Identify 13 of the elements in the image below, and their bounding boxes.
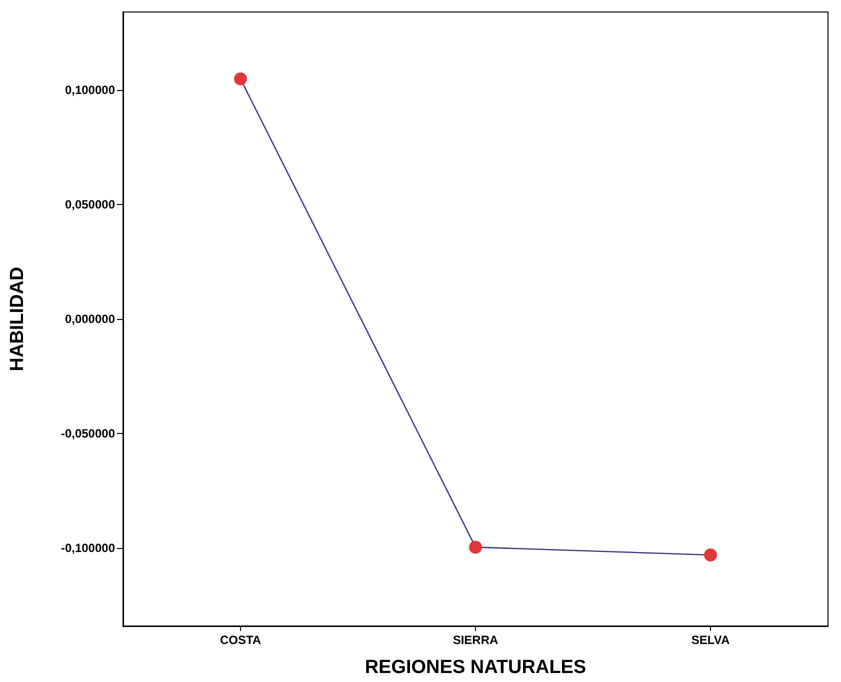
y-tick-label: 0,050000 [64,197,116,212]
x-tick-label: SIERRA [452,633,498,647]
y-tick-label: -0,100000 [60,541,116,556]
point [704,548,717,562]
point [234,72,247,86]
y-tick-label: 0,100000 [64,82,116,97]
point [469,540,482,554]
y-tick-label: -0,050000 [60,426,116,441]
x-tick-label: COSTA [220,633,262,647]
x-axis-title: REGIONES NATURALES [364,657,586,678]
y-tick-label: 0,000000 [64,312,116,326]
x-tick-label: SELVA [691,633,730,647]
y-axis-title: HABILIDAD [7,266,28,372]
